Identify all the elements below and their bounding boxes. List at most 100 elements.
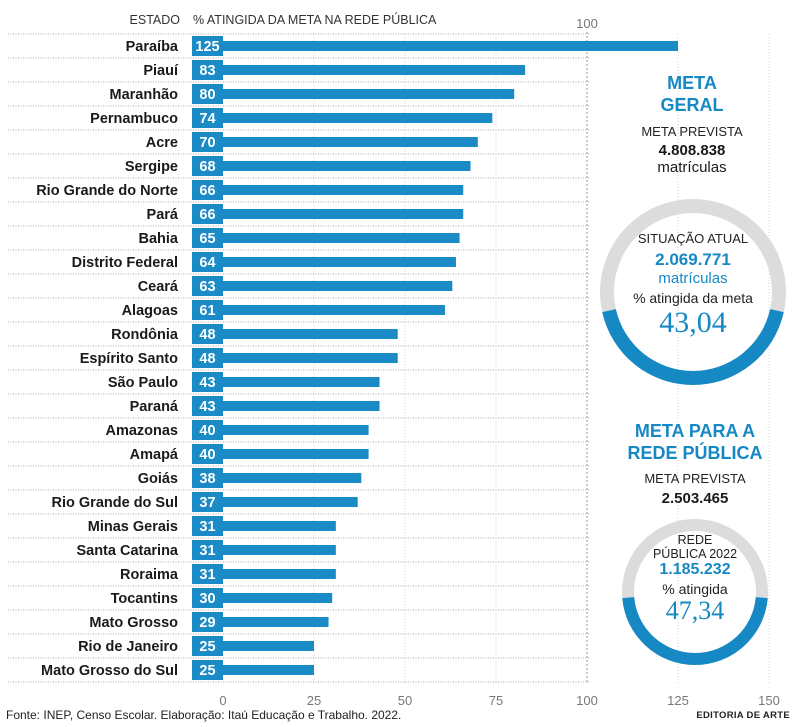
meta-publica-ring: REDE PÚBLICA 2022 1.185.232 % atingida 4… [620, 517, 770, 667]
state-label: Roraima [120, 567, 179, 583]
state-label: Bahia [139, 231, 179, 247]
bar [223, 521, 336, 531]
state-label: Acre [146, 135, 178, 151]
value-label: 40 [199, 423, 215, 439]
x-tick-label: 25 [307, 693, 321, 708]
state-label: Piauí [143, 63, 179, 79]
value-box [192, 204, 223, 224]
value-box [192, 348, 223, 368]
rows-layer [8, 33, 590, 683]
reference-line-label: 100 [576, 16, 598, 31]
state-label: Goiás [138, 471, 178, 487]
state-label: Espírito Santo [80, 351, 178, 367]
value-label: 43 [199, 399, 215, 415]
value-box [192, 660, 223, 680]
state-label: Amazonas [105, 423, 178, 439]
x-tick-label: 0 [219, 693, 226, 708]
value-box [192, 252, 223, 272]
value-label: 25 [199, 663, 215, 679]
value-box [192, 60, 223, 80]
value-box [192, 468, 223, 488]
bar [223, 257, 456, 267]
value-label: 38 [199, 471, 215, 487]
ring-pct-value: 47,34 [665, 596, 725, 625]
state-label: Mato Grosso do Sul [41, 663, 178, 679]
meta-publica-title-line1: META PARA A [634, 421, 756, 441]
bar [223, 449, 369, 459]
x-tick-label: 125 [667, 693, 689, 708]
bar [223, 353, 398, 363]
value-label: 66 [199, 207, 215, 223]
state-label: Paraíba [126, 39, 179, 55]
value-box [192, 84, 223, 104]
header-state: ESTADO [130, 13, 181, 27]
meta-publica-ring-text: REDE PÚBLICA 2022 1.185.232 % atingida 4… [620, 533, 770, 625]
value-label: 31 [199, 519, 215, 535]
value-box [192, 516, 223, 536]
ring-caption-line2: PÚBLICA 2022 [652, 547, 738, 561]
state-label: Rondônia [111, 327, 179, 343]
value-label: 48 [199, 351, 215, 367]
meta-geral-panel: META GERAL META PREVISTA 4.808.838 matrí… [600, 72, 784, 176]
source-note: Fonte: INEP, Censo Escolar. Elaboração: … [6, 708, 402, 722]
value-label: 30 [199, 591, 215, 607]
value-label: 65 [199, 231, 215, 247]
value-label: 74 [199, 111, 215, 127]
value-box [192, 156, 223, 176]
meta-publica-panel: META PARA A REDE PÚBLICA META PREVISTA 2… [600, 420, 790, 507]
bar [223, 329, 398, 339]
ring-pct-caption: % atingida da meta [633, 290, 753, 306]
state-label: Rio Grande do Norte [36, 183, 178, 199]
value-box [192, 36, 223, 56]
value-label: 40 [199, 447, 215, 463]
meta-geral-title-line1: META [667, 73, 717, 93]
bar [223, 665, 314, 675]
meta-geral-ring-graphic [600, 199, 786, 385]
x-tick-label: 50 [398, 693, 412, 708]
bar [223, 281, 453, 291]
meta-publica-title-line2: REDE PÚBLICA [627, 443, 763, 463]
state-label: Rio Grande do Sul [52, 495, 178, 511]
value-box [192, 444, 223, 464]
value-label: 25 [199, 639, 215, 655]
value-label: 63 [199, 279, 215, 295]
meta-publica-ring-graphic [622, 519, 768, 665]
meta-geral-ring-text: SITUAÇÃO ATUAL 2.069.771 matrículas % at… [598, 231, 788, 340]
value-label: 61 [199, 303, 215, 319]
state-label: Alagoas [122, 303, 178, 319]
ring-value: 1.185.232 [659, 561, 731, 578]
bar [223, 641, 314, 651]
value-box [192, 636, 223, 656]
value-label: 68 [199, 159, 215, 175]
value-label: 125 [195, 39, 219, 55]
bar [223, 65, 526, 75]
bars-layer: Paraíba 125 Piauí 83 Maranhão 80 Pernambuco 74 A… [36, 36, 678, 680]
meta-geral-title-line2: GERAL [660, 95, 724, 115]
ring-caption: SITUAÇÃO ATUAL [637, 231, 749, 246]
meta-geral-caption: META PREVISTA [641, 124, 743, 139]
value-box [192, 324, 223, 344]
value-label: 31 [199, 567, 215, 583]
bar [223, 569, 336, 579]
value-box [192, 228, 223, 248]
credit-note: EDITORIA DE ARTE [696, 710, 790, 721]
bar [223, 185, 464, 195]
value-box [192, 588, 223, 608]
state-label: Distrito Federal [72, 255, 178, 271]
value-box [192, 180, 223, 200]
bar [223, 137, 478, 147]
bar [223, 497, 358, 507]
bar [223, 113, 493, 123]
value-box [192, 612, 223, 632]
value-box [192, 492, 223, 512]
state-label: Minas Gerais [88, 519, 178, 535]
state-label: Amapá [130, 447, 179, 463]
value-label: 80 [199, 87, 215, 103]
bar [223, 425, 369, 435]
value-label: 29 [199, 615, 215, 631]
meta-publica-value: 2.503.465 [661, 490, 729, 507]
x-tick-label: 100 [576, 693, 598, 708]
ring-pct-caption: % atingida [662, 581, 728, 597]
value-label: 48 [199, 327, 215, 343]
value-box [192, 276, 223, 296]
